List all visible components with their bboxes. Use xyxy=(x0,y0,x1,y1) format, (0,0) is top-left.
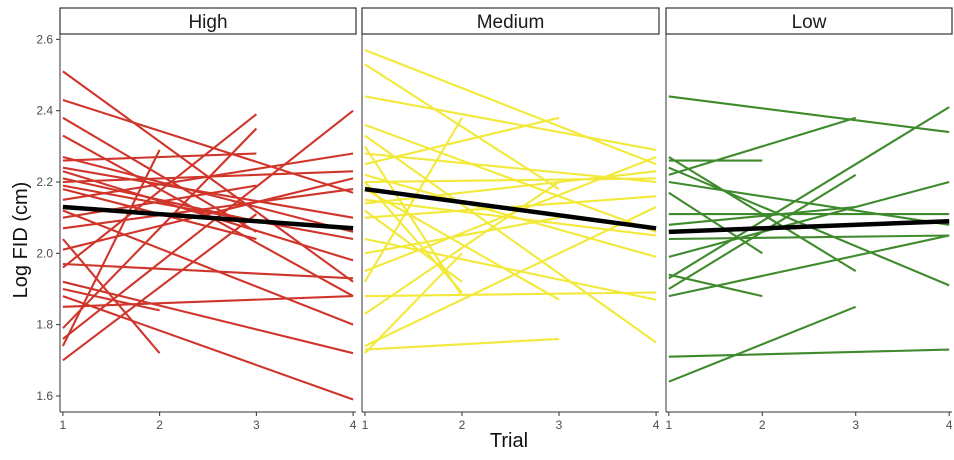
individual-line xyxy=(668,234,950,241)
y-tick-label: 1.6 xyxy=(36,389,53,403)
individual-line xyxy=(364,237,657,301)
individual-line xyxy=(668,174,857,290)
individual-line xyxy=(62,113,258,269)
individual-line xyxy=(62,177,257,223)
individual-line xyxy=(62,98,354,194)
trend-line xyxy=(364,186,657,231)
facet-strip-low xyxy=(665,7,953,35)
individual-lines xyxy=(363,49,657,354)
y-axis: 1.6 1.8 2.0 2.2 2.4 2.6 xyxy=(36,32,60,403)
individual-line xyxy=(364,206,657,347)
y-tick-label: 1.8 xyxy=(36,318,53,332)
facet-label-medium: Medium xyxy=(477,12,545,33)
individual-line xyxy=(668,348,950,358)
facet-panel-high: High 1 2 3 4 xyxy=(59,7,357,432)
individual-line xyxy=(62,295,354,308)
x-tick-label: 3 xyxy=(253,418,260,432)
individual-line xyxy=(364,116,560,166)
individual-line xyxy=(668,180,950,258)
individual-line xyxy=(668,95,950,134)
individual-lines xyxy=(668,95,950,383)
facet-strip-high xyxy=(59,7,357,35)
x-tick-label: 2 xyxy=(156,418,163,432)
individual-line xyxy=(62,209,354,326)
y-tick-label: 2.0 xyxy=(36,246,53,260)
individual-line xyxy=(364,181,560,315)
individual-line xyxy=(62,287,160,312)
facet-strip-medium xyxy=(361,7,660,35)
individual-line xyxy=(364,181,463,294)
individual-line xyxy=(62,188,354,230)
x-tick-label: 1 xyxy=(665,418,672,432)
individual-line xyxy=(668,234,950,298)
y-tick-label: 2.2 xyxy=(36,175,53,189)
individual-line xyxy=(363,117,463,283)
trend-line xyxy=(668,218,950,235)
facet-panel-medium: Medium 1 2 3 4 xyxy=(361,7,660,432)
individual-line xyxy=(61,149,161,347)
individual-line xyxy=(62,127,258,329)
x-tick-label: 3 xyxy=(852,418,859,432)
y-tick-label: 2.6 xyxy=(36,32,53,46)
individual-line xyxy=(62,152,354,201)
x-tick-label: 1 xyxy=(60,418,67,432)
individual-line xyxy=(364,252,463,354)
x-tick-label: 1 xyxy=(362,418,369,432)
individual-line xyxy=(62,184,354,241)
individual-line xyxy=(364,123,657,233)
individual-line xyxy=(364,49,657,166)
facet-label-high: High xyxy=(188,12,227,33)
individual-line xyxy=(62,213,258,362)
individual-line xyxy=(364,177,657,184)
individual-line xyxy=(364,95,657,151)
individual-line xyxy=(62,152,257,162)
x-axis-title: Trial xyxy=(490,430,528,452)
individual-line xyxy=(668,191,763,255)
individual-line xyxy=(62,238,161,354)
x-tick-label: 3 xyxy=(556,418,563,432)
individual-line xyxy=(668,106,950,280)
individual-line xyxy=(668,305,857,383)
individual-line xyxy=(668,205,856,226)
x-tick-label: 4 xyxy=(350,418,357,432)
individual-lines xyxy=(61,70,354,401)
individual-line xyxy=(364,337,560,351)
individual-line xyxy=(62,184,257,219)
x-tick-label: 2 xyxy=(459,418,466,432)
individual-line xyxy=(62,262,354,280)
y-tick-label: 2.4 xyxy=(36,104,53,118)
x-tick-label: 4 xyxy=(946,418,953,432)
individual-line xyxy=(62,280,354,355)
facet-panel-low: Low 1 2 3 4 xyxy=(665,7,953,432)
facet-panels: High 1 2 3 4 Medium 1 2 3 4 Low 1 2 3 4 xyxy=(59,7,953,432)
individual-line xyxy=(62,177,354,251)
individual-line xyxy=(668,116,857,176)
individual-line xyxy=(364,188,560,301)
individual-line xyxy=(364,291,657,298)
x-tick-label: 4 xyxy=(653,418,660,432)
individual-line xyxy=(62,109,354,340)
y-axis-title: Log FID (cm) xyxy=(10,182,32,299)
individual-line xyxy=(364,134,657,344)
facet-label-low: Low xyxy=(792,12,827,33)
individual-line xyxy=(364,216,560,255)
trend-line xyxy=(62,204,354,231)
individual-line xyxy=(62,295,354,401)
x-tick-label: 2 xyxy=(759,418,766,432)
